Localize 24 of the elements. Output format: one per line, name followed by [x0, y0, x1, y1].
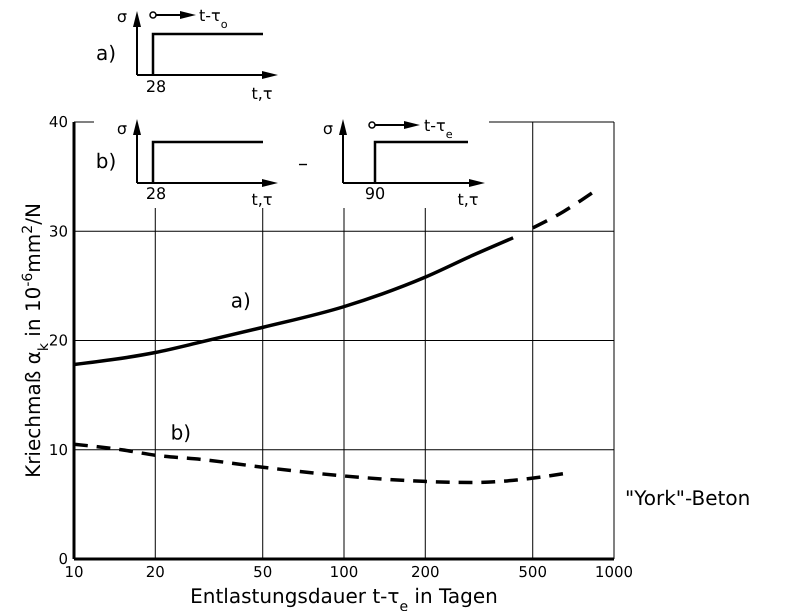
annotation: –	[298, 151, 308, 175]
series-label: b)	[170, 420, 192, 445]
x-tick-label: 50	[253, 563, 272, 581]
annotation: t,τ	[252, 190, 272, 209]
annotation: 28	[146, 184, 166, 203]
x-tick-label: 100	[330, 563, 358, 581]
annotation: b)	[96, 149, 116, 173]
text: "York"-Beton	[625, 486, 750, 510]
annotation: σ	[322, 119, 334, 138]
annotation: σ	[116, 119, 128, 138]
y-tick-label: 30	[48, 222, 68, 240]
annotation: t,τ	[458, 190, 478, 209]
x-tick-label: 1000	[594, 563, 634, 581]
x-tick-label: 500	[518, 563, 548, 581]
x-axis-title: Entlastungsdauer t-τ$_{e}$ in Tagen	[190, 584, 498, 611]
series-label: a)	[230, 288, 251, 312]
x-tick-label: 10	[64, 563, 84, 581]
y-tick-label: 40	[48, 113, 68, 131]
annotation: 90	[364, 184, 386, 203]
y-tick-label: 10	[48, 440, 68, 459]
annotation: t-τ$_{e}$	[424, 116, 453, 140]
y-tick-label: 20	[48, 332, 68, 350]
x-tick-label: 200	[410, 563, 440, 581]
x-tick-label: 20	[146, 563, 165, 581]
